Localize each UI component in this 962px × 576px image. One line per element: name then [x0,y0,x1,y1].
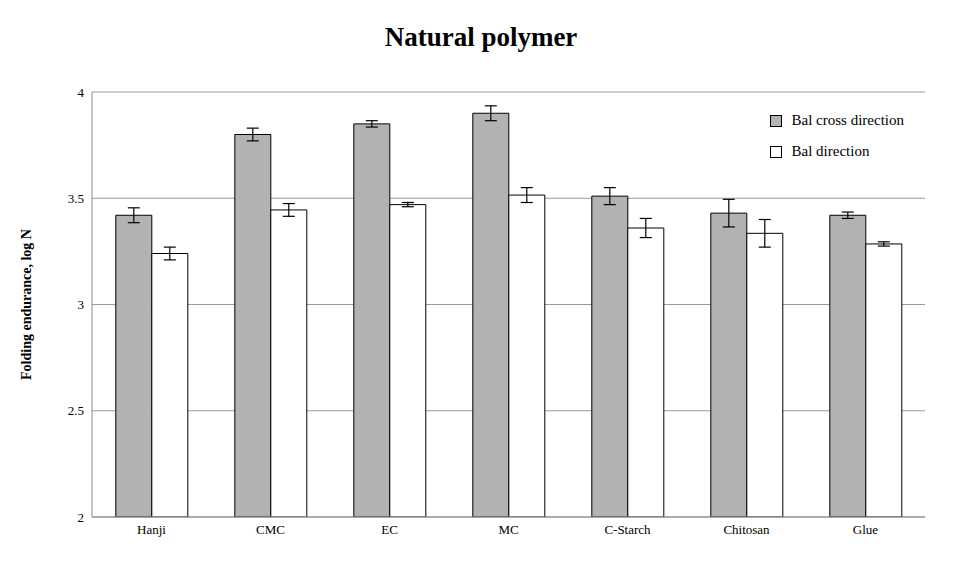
svg-text:2: 2 [78,510,85,525]
html-text:Natural polymer: Natural polymer [384,22,578,52]
svg-text:Chitosan: Chitosan [723,522,770,537]
svg-text:Folding endurance, log N: Folding endurance, log N [19,229,34,380]
svg-text:4: 4 [78,85,85,100]
svg-text:Hanji: Hanji [137,522,166,537]
svg-text:3.5: 3.5 [68,191,84,206]
html-text:Bal cross direction: Bal cross direction [791,112,904,128]
svg-text:EC: EC [381,522,398,537]
svg-text:2.5: 2.5 [68,403,84,418]
svg-text:MC: MC [498,522,518,537]
html-text:Bal direction: Bal direction [791,143,870,159]
svg-text:C-Starch: C-Starch [604,522,651,537]
svg-text:Glue: Glue [853,522,879,537]
svg-text:3: 3 [78,297,85,312]
svg-text:CMC: CMC [256,522,285,537]
